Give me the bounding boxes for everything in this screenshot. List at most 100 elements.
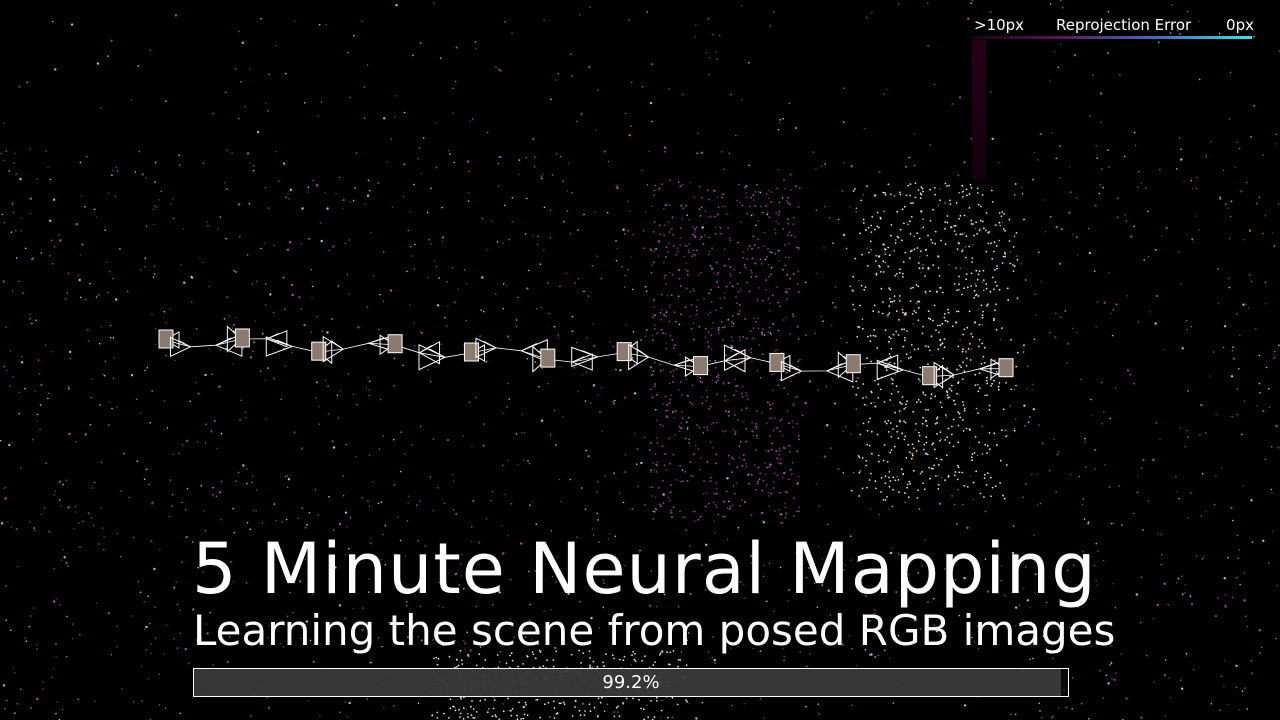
point <box>332 446 336 449</box>
point <box>684 470 686 473</box>
point <box>978 372 981 374</box>
point <box>752 430 755 433</box>
point <box>744 266 747 269</box>
point <box>731 325 734 328</box>
point <box>693 453 695 455</box>
point <box>965 427 968 430</box>
point <box>714 233 717 235</box>
point <box>581 374 584 376</box>
point <box>696 152 698 155</box>
point <box>603 582 605 584</box>
point <box>910 216 913 218</box>
point <box>952 418 955 421</box>
point <box>953 399 955 402</box>
point <box>989 91 992 93</box>
point <box>870 390 873 393</box>
point <box>980 205 982 208</box>
point <box>1052 657 1054 659</box>
point <box>397 571 399 573</box>
point <box>877 460 880 463</box>
point <box>750 214 753 217</box>
point <box>869 340 872 343</box>
point <box>737 241 739 244</box>
point <box>654 314 657 317</box>
point <box>742 454 745 456</box>
point <box>995 371 998 373</box>
point <box>131 615 133 617</box>
point <box>679 284 682 287</box>
point <box>962 430 965 432</box>
point <box>715 261 718 264</box>
point <box>929 188 931 191</box>
point <box>850 165 853 168</box>
point <box>997 161 1000 164</box>
point <box>273 244 275 246</box>
point <box>883 210 885 213</box>
point <box>750 276 753 278</box>
point <box>212 112 214 115</box>
point <box>246 482 248 485</box>
point <box>1099 183 1102 186</box>
point <box>930 467 933 470</box>
point <box>441 206 443 209</box>
point <box>762 328 764 331</box>
point <box>679 659 682 661</box>
camera-frustum-icon <box>769 352 791 373</box>
point <box>795 423 798 425</box>
point <box>1022 496 1024 499</box>
point <box>679 353 681 356</box>
point <box>875 272 878 275</box>
point <box>109 336 112 339</box>
point <box>1013 427 1015 430</box>
point <box>1056 575 1059 577</box>
point <box>19 467 22 469</box>
point <box>742 251 745 254</box>
point <box>1076 331 1078 334</box>
point <box>944 439 947 441</box>
point <box>746 398 749 400</box>
point <box>260 247 262 250</box>
point <box>752 213 755 216</box>
point <box>1039 710 1041 712</box>
point <box>722 381 725 384</box>
point <box>5 326 7 329</box>
point <box>927 317 930 320</box>
point <box>688 632 690 634</box>
point <box>843 87 845 89</box>
point <box>658 224 661 227</box>
point <box>982 310 984 313</box>
point <box>281 521 284 523</box>
point <box>438 581 441 584</box>
point <box>968 245 970 248</box>
point <box>922 267 924 269</box>
point <box>950 433 953 436</box>
point <box>475 711 478 713</box>
point <box>627 268 629 271</box>
point <box>178 154 180 156</box>
point <box>491 715 494 718</box>
point <box>706 429 709 431</box>
point <box>727 399 729 401</box>
point <box>745 394 748 397</box>
point <box>879 271 882 273</box>
point <box>732 285 734 288</box>
point <box>609 341 611 343</box>
point <box>140 269 142 271</box>
point <box>728 236 731 239</box>
point <box>994 309 996 312</box>
point <box>592 660 595 663</box>
point <box>62 549 65 551</box>
point <box>1123 155 1126 158</box>
point <box>1140 576 1143 579</box>
point <box>327 413 330 415</box>
point <box>1120 653 1123 655</box>
point <box>715 380 717 383</box>
point <box>1041 716 1043 719</box>
point <box>789 468 792 471</box>
point <box>937 204 940 207</box>
point <box>630 663 633 666</box>
point <box>172 197 174 200</box>
point <box>691 226 694 228</box>
point <box>974 384 977 386</box>
